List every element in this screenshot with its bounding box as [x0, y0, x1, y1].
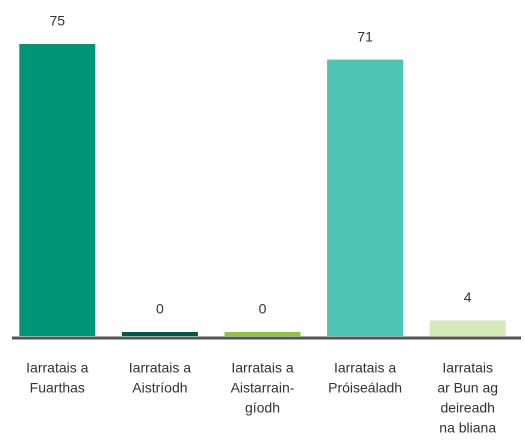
value-label: 0	[259, 301, 267, 317]
x-tick-label: Fuarthas	[30, 380, 85, 396]
x-tick-label: Iarratais a	[26, 360, 88, 376]
x-tick-label: Próiseáladh	[328, 380, 402, 396]
x-tick-label: Iarratais	[442, 360, 493, 376]
x-tick-label: Iarratais a	[334, 360, 396, 376]
bar	[327, 59, 404, 336]
x-tick-label: gíodh	[245, 400, 280, 416]
x-tick-label: na bliana	[439, 420, 496, 436]
x-tick-label: Iarratais a	[231, 360, 293, 376]
value-label: 71	[357, 28, 373, 44]
bar	[429, 320, 506, 336]
bar	[19, 44, 96, 336]
x-tick-label: deireadh	[440, 400, 495, 416]
x-tick-label: ar Bun ag	[437, 380, 498, 396]
x-tick-label: Aistríodh	[132, 380, 187, 396]
value-label: 75	[50, 13, 66, 29]
value-label: 4	[464, 289, 472, 305]
value-label: 0	[156, 301, 164, 317]
bar	[224, 332, 301, 336]
x-tick-label: Iarratais a	[129, 360, 191, 376]
bar	[121, 332, 198, 336]
x-tick-label: Aistarrain-	[231, 380, 295, 396]
